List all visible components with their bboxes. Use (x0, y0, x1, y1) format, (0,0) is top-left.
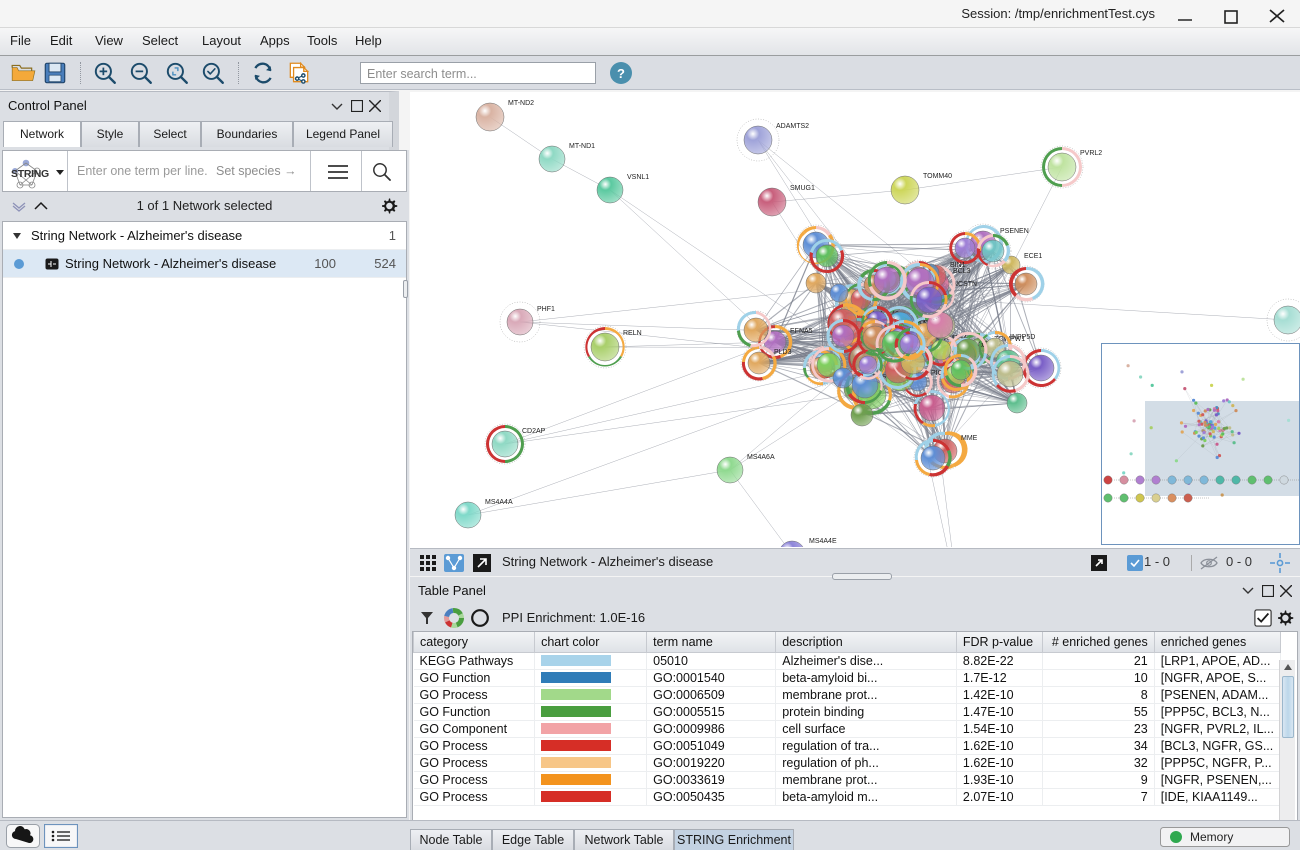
svg-text:NCSTN: NCSTN (953, 281, 977, 288)
svg-text:Memory: Memory (1190, 830, 1233, 844)
svg-text:MME: MME (961, 435, 978, 442)
svg-text:EFNA5: EFNA5 (790, 328, 813, 335)
svg-text:?: ? (617, 66, 625, 81)
svg-text:TOMM40: TOMM40 (923, 173, 952, 180)
svg-text:MT-ND2: MT-ND2 (508, 100, 534, 107)
svg-text:BCL3: BCL3 (953, 268, 971, 275)
svg-text:ADAMTS2: ADAMTS2 (776, 123, 809, 130)
svg-text:VSNL1: VSNL1 (627, 174, 649, 181)
svg-text:PHF1: PHF1 (537, 306, 555, 313)
svg-text:CD2AP: CD2AP (522, 428, 546, 435)
svg-text:ECE1: ECE1 (1024, 253, 1042, 260)
svg-text:PLD3: PLD3 (774, 349, 792, 356)
svg-text:MT-ND1: MT-ND1 (569, 143, 595, 150)
svg-text:BIN1: BIN1 (950, 262, 966, 269)
svg-text:MS4A4A: MS4A4A (485, 499, 513, 506)
svg-text:INPP5D: INPP5D (1010, 334, 1035, 341)
svg-text:PVRL2: PVRL2 (1080, 150, 1102, 157)
svg-text:RELN: RELN (623, 330, 642, 337)
svg-text:SMUG1: SMUG1 (790, 185, 815, 192)
svg-text:MS4A6A: MS4A6A (747, 454, 775, 461)
svg-text:PSENEN: PSENEN (1000, 228, 1029, 235)
svg-text:MS4A4E: MS4A4E (809, 538, 837, 545)
